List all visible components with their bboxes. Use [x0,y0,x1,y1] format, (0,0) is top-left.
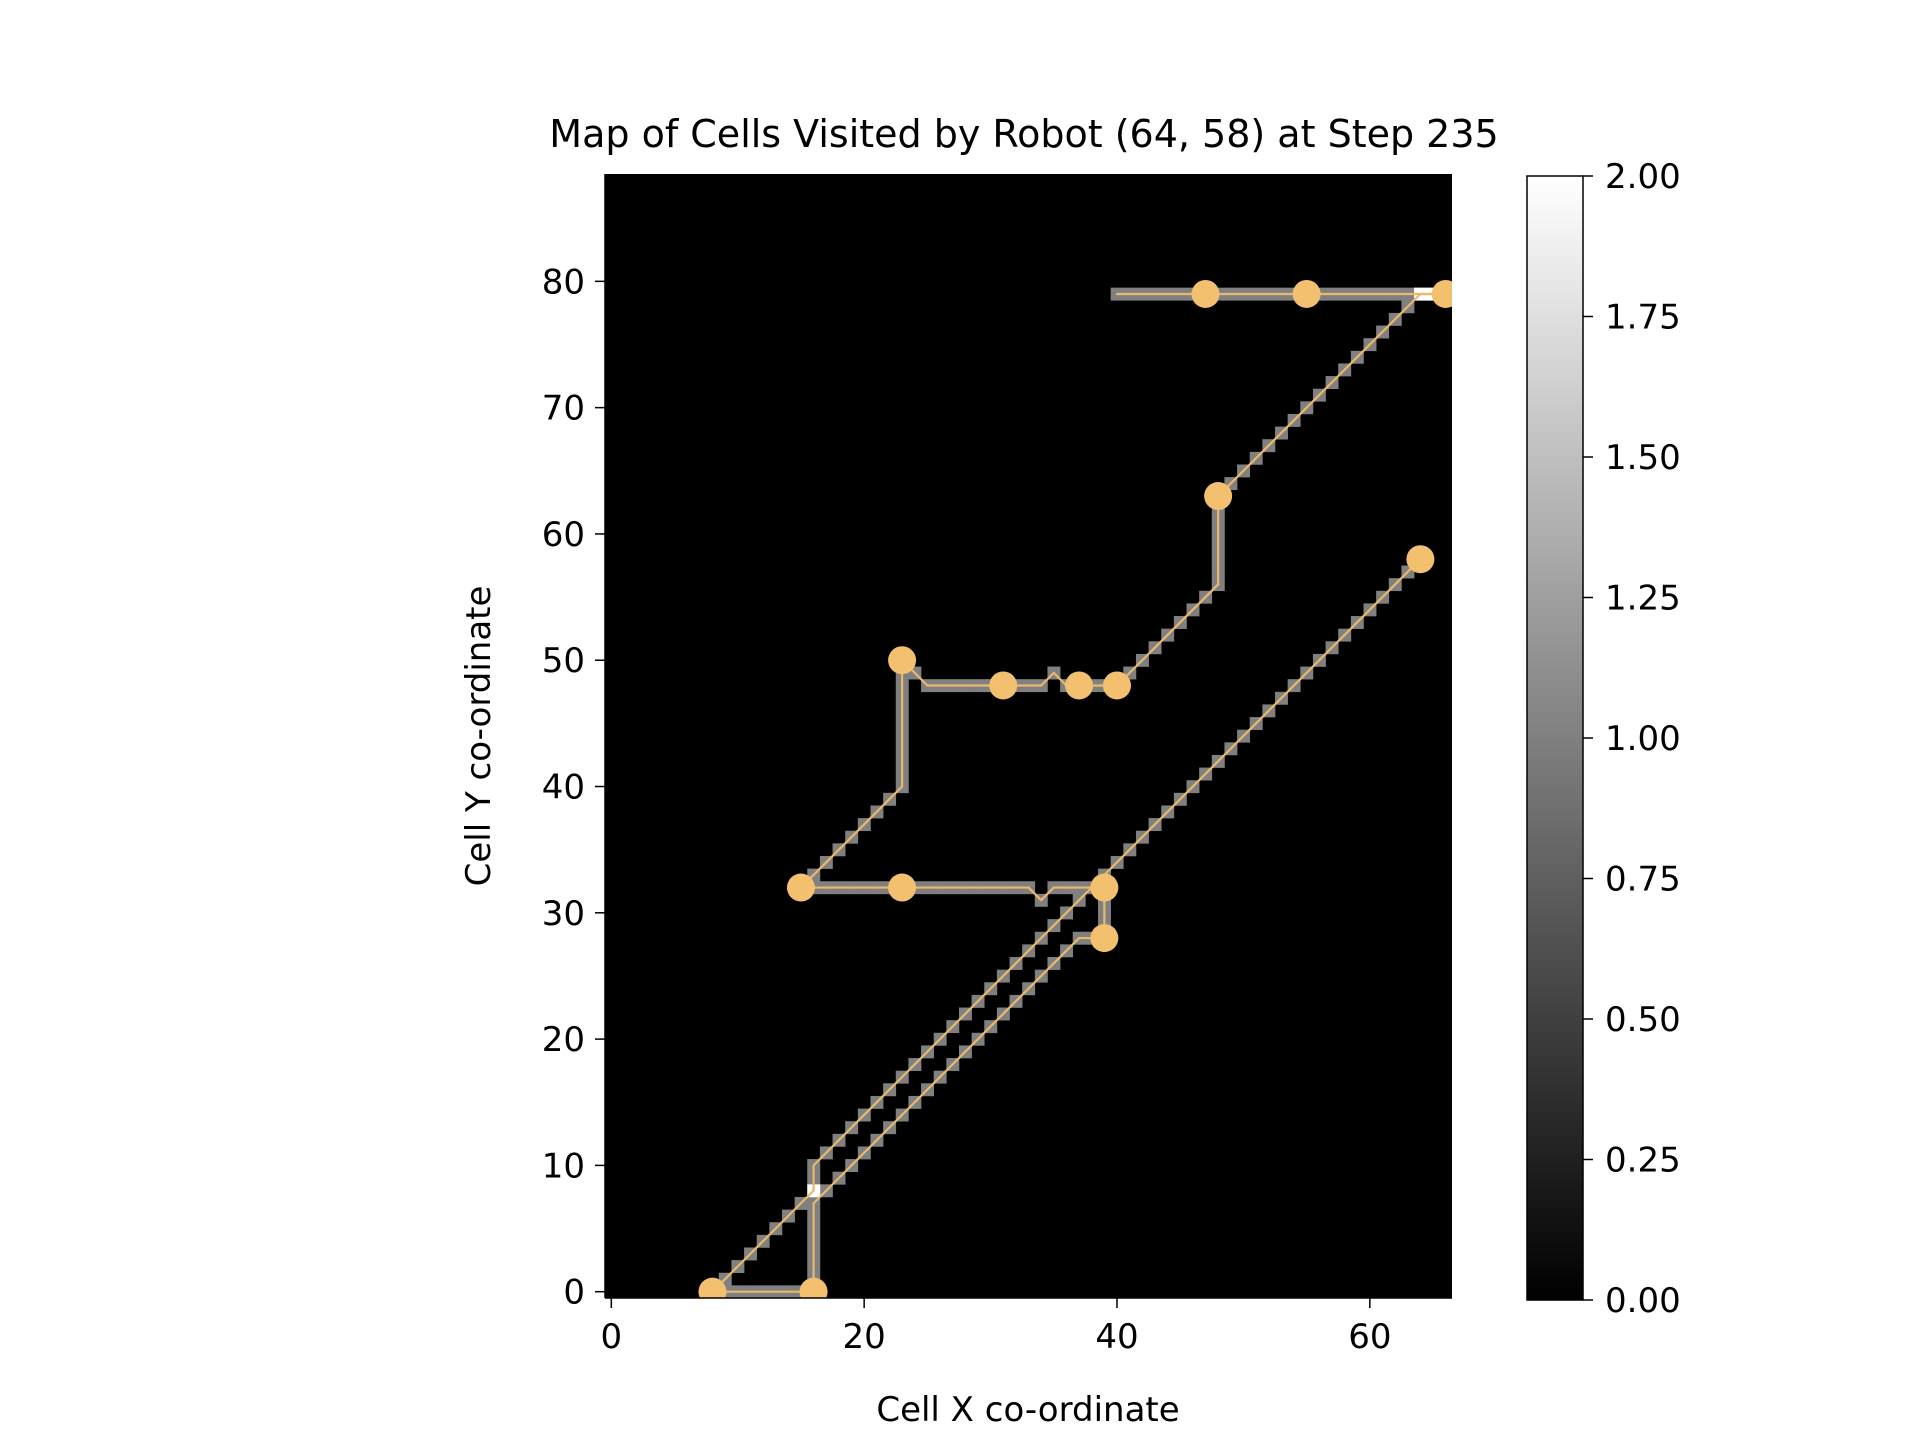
waypoint-marker [1191,279,1220,308]
waypoint-marker [1065,671,1094,700]
colorbar-tick-label: 1.25 [1605,579,1681,619]
y-tick-label: 20 [542,1020,585,1060]
waypoint-marker [989,671,1018,700]
x-tick-label: 20 [843,1317,886,1357]
waypoint-marker [786,873,815,902]
colorbar-tick-label: 1.75 [1605,298,1681,338]
y-tick-label: 0 [563,1273,585,1313]
robot-path-segment [1040,671,1055,687]
robot-path-segment [1217,292,1422,498]
colorbar-tick-label: 0.00 [1605,1281,1681,1321]
heatmap-plot-area [698,279,1452,1298]
x-tick-label: 40 [1095,1317,1138,1357]
robot-path-segment [1027,886,1043,902]
robot-path-segment [799,785,904,889]
robot-path-segment [1040,886,1055,902]
y-tick-label: 30 [542,894,585,934]
y-tick-label: 80 [542,262,585,302]
waypoint-marker [888,646,917,675]
y-tick-label: 70 [542,389,585,429]
y-axis-label: Cell Y co-ordinate [459,586,499,887]
waypoint-marker [1090,924,1119,953]
heatmap-background [605,174,1452,1298]
waypoint-marker [888,873,917,902]
colorbar-tick-label: 0.75 [1605,860,1681,900]
colorbar-tick-label: 0.50 [1605,1000,1681,1040]
colorbar-tick-label: 2.00 [1605,157,1681,197]
colorbar-tick-label: 0.25 [1605,1141,1681,1181]
waypoint-marker [799,1277,828,1298]
waypoint-marker [1102,671,1131,700]
waypoint-marker [698,1277,727,1298]
y-tick-label: 10 [542,1146,585,1186]
colorbar-tick-label: 1.00 [1605,719,1681,759]
y-axis: 0 10 20 30 40 50 60 70 80 [542,174,606,1313]
robot-path-segment [812,558,1422,1167]
robot-path-segment [1115,583,1220,687]
robot-path-segment [711,1189,815,1293]
waypoint-marker [1406,545,1435,574]
waypoint-marker [1090,873,1119,902]
waypoint-marker [1292,279,1321,308]
x-axis: 0 20 40 60 [601,1297,1452,1357]
colorbar-gradient [1526,175,1584,1301]
y-tick-label: 60 [542,515,585,555]
waypoint-marker [1204,482,1233,511]
x-axis-label: Cell X co-ordinate [876,1390,1179,1430]
x-tick-label: 0 [601,1317,623,1357]
colorbar: 0.00 0.25 0.50 0.75 1.00 1.25 1.50 1.75 2.00 [1526,157,1681,1321]
chart-title: Map of Cells Visited by Robot (64, 58) a… [549,112,1498,156]
waypoint-marker [1431,279,1452,308]
robot-path-segment [1052,671,1068,687]
colorbar-tick-label: 1.50 [1605,438,1681,478]
y-tick-label: 40 [542,768,585,808]
x-tick-label: 60 [1348,1317,1391,1357]
y-tick-label: 50 [542,641,585,681]
robot-path-segment [812,936,1081,1205]
